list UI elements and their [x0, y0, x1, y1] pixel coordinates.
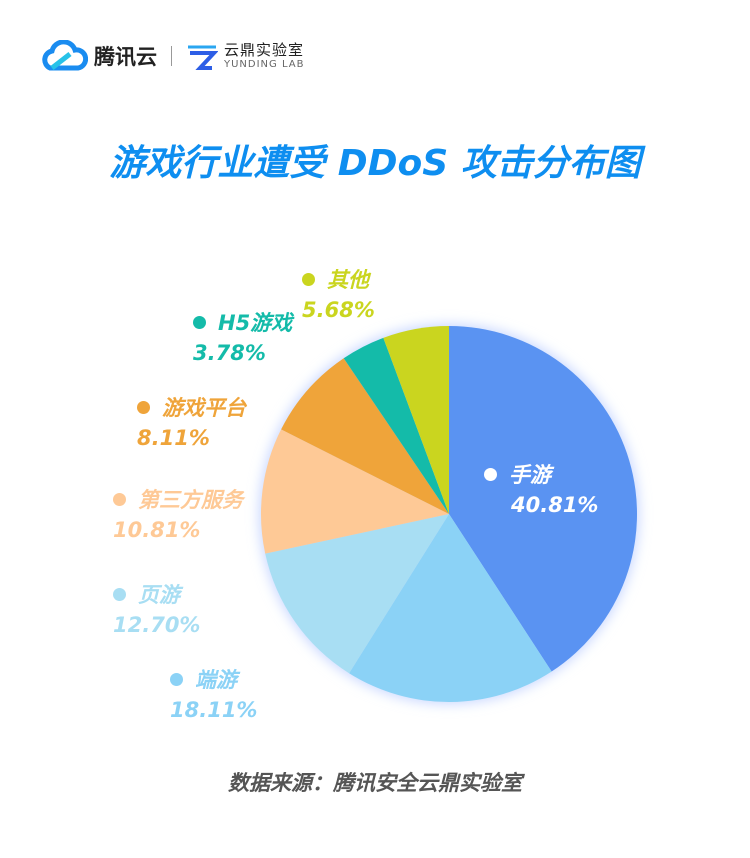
- slice-percent: 3.78%: [193, 341, 266, 365]
- legend-dot-icon: [113, 587, 126, 601]
- lab-name-cn: 云鼎实验室: [224, 41, 305, 60]
- pie-slice-3: [261, 429, 449, 554]
- pie-slice-5: [343, 337, 449, 514]
- pie-slice-0: [449, 326, 637, 672]
- slice-name: H5游戏: [218, 311, 293, 335]
- slice-name: 手游: [509, 463, 551, 487]
- yunding-lab-logo-icon: [188, 45, 218, 70]
- chart-title: 游戏行业遭受 DDoS 攻击分布图: [109, 143, 641, 184]
- lab-name-en: YUNDING LAB: [224, 58, 305, 70]
- brand-name: 腾讯云: [94, 45, 157, 69]
- slice-label-0: 手游 40.81%: [484, 460, 598, 520]
- legend-dot-icon: [113, 492, 126, 506]
- slice-name: 其他: [327, 268, 369, 292]
- legend-dot-icon: [137, 400, 150, 414]
- slice-percent: 8.11%: [137, 426, 210, 450]
- divider: [171, 46, 172, 66]
- slice-label-4: 游戏平台 8.11%: [137, 393, 246, 453]
- slice-label-3: 第三方服务 10.81%: [113, 485, 243, 545]
- slice-label-2: 页游 12.70%: [113, 580, 200, 640]
- slice-percent: 5.68%: [302, 298, 375, 322]
- slice-name: 第三方服务: [138, 488, 243, 512]
- legend-dot-icon: [170, 672, 183, 686]
- slice-name: 游戏平台: [162, 396, 246, 420]
- slice-name: 端游: [195, 668, 237, 692]
- legend-dot-icon: [193, 315, 206, 329]
- legend-dot-icon: [302, 272, 315, 286]
- legend-dot-icon: [484, 467, 497, 481]
- slice-percent: 12.70%: [113, 613, 201, 637]
- pie-slice-1: [349, 514, 552, 702]
- slice-percent: 40.81%: [511, 493, 599, 517]
- slice-percent: 18.11%: [170, 698, 258, 722]
- tencent-cloud-logo-icon: [42, 40, 88, 71]
- slice-label-6: 其他 5.68%: [302, 265, 375, 325]
- slice-name: 页游: [138, 583, 180, 607]
- pie-slice-6: [383, 326, 449, 514]
- data-source: 数据来源：腾讯安全云鼎实验室: [228, 771, 522, 795]
- pie-slice-2: [265, 514, 449, 674]
- slice-label-5: H5游戏 3.78%: [193, 308, 292, 368]
- slice-label-1: 端游 18.11%: [170, 665, 257, 725]
- header-logos: 腾讯云 云鼎实验室 YUNDING LAB: [40, 38, 304, 74]
- pie-slice-4: [281, 358, 449, 514]
- slice-percent: 10.81%: [113, 518, 201, 542]
